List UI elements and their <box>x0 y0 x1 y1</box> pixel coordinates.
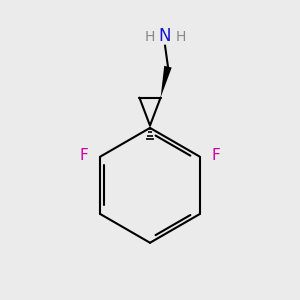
Text: H: H <box>176 30 186 44</box>
Text: H: H <box>144 30 154 44</box>
Text: N: N <box>159 27 171 45</box>
Text: F: F <box>80 148 88 163</box>
Text: F: F <box>212 148 220 163</box>
Polygon shape <box>160 66 172 98</box>
